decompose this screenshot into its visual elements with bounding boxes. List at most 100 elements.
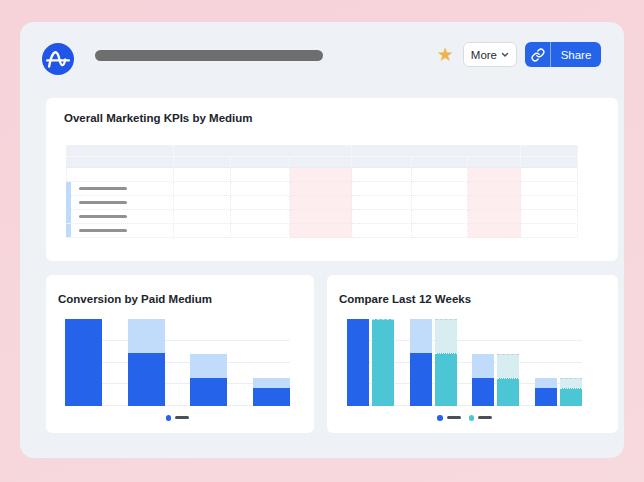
conversion-chart: [65, 319, 290, 406]
table-subheader-cell: [352, 157, 412, 168]
row-label-placeholder: [79, 229, 127, 232]
compare-chart: [347, 319, 582, 406]
bar-group: [535, 319, 582, 406]
bar-segment-solid: [128, 353, 165, 406]
share-button-label: Share: [551, 42, 601, 67]
conversion-chart-title: Conversion by Paid Medium: [58, 293, 212, 305]
selected-rows-accent-strip: [66, 182, 71, 223]
bar-group: [253, 319, 290, 406]
table-header-cell: [66, 145, 174, 157]
table-cell: [66, 210, 174, 224]
table-subheader-cell: [521, 157, 578, 168]
bar-group: [410, 319, 457, 406]
table-cell-highlighted: [468, 210, 521, 224]
table-cell-highlighted: [290, 224, 352, 238]
table-cell: [521, 168, 578, 182]
table-panel-title: Overall Marketing KPIs by Medium: [64, 112, 253, 124]
bar: [347, 319, 369, 406]
share-button[interactable]: Share: [525, 42, 601, 67]
bar-segment-light: [253, 378, 290, 388]
legend-item: [166, 415, 190, 421]
kpi-table-wrap: [66, 145, 578, 238]
table-cell: [521, 210, 578, 224]
table-cell: [352, 182, 412, 196]
table-cell: [352, 210, 412, 224]
bar: [190, 354, 227, 406]
table-cell-highlighted: [290, 182, 352, 196]
table-cell: [231, 210, 290, 224]
topbar-actions: ★ More Share: [437, 42, 601, 67]
bar-segment-light: [190, 354, 227, 378]
bar-segment-solid: [560, 388, 582, 406]
table-cell: [174, 224, 231, 238]
table-cell: [352, 168, 412, 182]
legend-item: [437, 415, 461, 421]
bar-segment-solid: [65, 319, 102, 406]
bar-group: [128, 319, 165, 406]
bar-group: [472, 319, 519, 406]
table-cell: [231, 168, 290, 182]
bar: [472, 354, 494, 406]
table-cell: [521, 182, 578, 196]
bar: [410, 319, 432, 406]
bar: [372, 319, 394, 406]
kpi-table-panel: Overall Marketing KPIs by Medium: [46, 98, 618, 261]
legend-dash: [478, 416, 492, 419]
favorite-star-icon[interactable]: ★: [437, 45, 454, 64]
table-cell-highlighted: [290, 196, 352, 210]
conversion-chart-panel: Conversion by Paid Medium: [46, 275, 314, 433]
bar-segment-light: [535, 378, 557, 388]
table-cell: [352, 224, 412, 238]
more-button[interactable]: More: [463, 42, 517, 67]
bar-segment-solid: [347, 319, 369, 406]
bar: [128, 319, 165, 406]
table-cell: [174, 196, 231, 210]
table-cell: [231, 196, 290, 210]
table-cell: [66, 196, 174, 210]
table-cell: [412, 224, 468, 238]
link-icon[interactable]: [525, 42, 551, 67]
bar-segment-light: [435, 319, 457, 353]
legend-dot: [437, 415, 443, 421]
table-subheader-cell: [66, 157, 174, 168]
legend-dash: [175, 416, 189, 419]
legend-item: [469, 415, 493, 421]
table-subheader-cell: [468, 157, 521, 168]
table-cell: [521, 224, 578, 238]
compare-chart-panel: Compare Last 12 Weeks: [327, 275, 618, 433]
bar-group: [65, 319, 102, 406]
legend-dot: [469, 415, 475, 421]
bar-segment-solid: [535, 388, 557, 406]
compare-chart-title: Compare Last 12 Weeks: [339, 293, 471, 305]
table-subheader-cell: [412, 157, 468, 168]
legend-dash: [447, 416, 461, 419]
table-cell-highlighted: [468, 224, 521, 238]
row-label-placeholder: [79, 187, 127, 190]
bar: [535, 378, 557, 406]
table-cell: [231, 224, 290, 238]
table-cell-highlighted: [290, 210, 352, 224]
table-cell: [412, 196, 468, 210]
chevron-down-icon: [501, 52, 509, 58]
table-cell: [174, 182, 231, 196]
table-cell: [521, 196, 578, 210]
bar: [65, 319, 102, 406]
bar-segment-solid: [472, 378, 494, 406]
selected-rows-accent-strip: [66, 224, 71, 237]
title-placeholder-bar: [95, 50, 323, 61]
more-button-label: More: [471, 49, 497, 61]
bar-segment-solid: [372, 319, 394, 406]
bar-segment-light: [560, 378, 582, 388]
bar-group: [190, 319, 227, 406]
table-cell-highlighted: [290, 168, 352, 182]
amplitude-logo-icon: [42, 43, 74, 75]
bar-segment-light: [128, 319, 165, 353]
table-header-cell: [352, 145, 521, 157]
bar-group: [347, 319, 394, 406]
table-cell: [412, 210, 468, 224]
table-cell: [174, 210, 231, 224]
table-cell-highlighted: [468, 196, 521, 210]
table-cell: [66, 182, 174, 196]
compare-chart-legend: [347, 415, 582, 421]
bar-segment-solid: [190, 378, 227, 406]
